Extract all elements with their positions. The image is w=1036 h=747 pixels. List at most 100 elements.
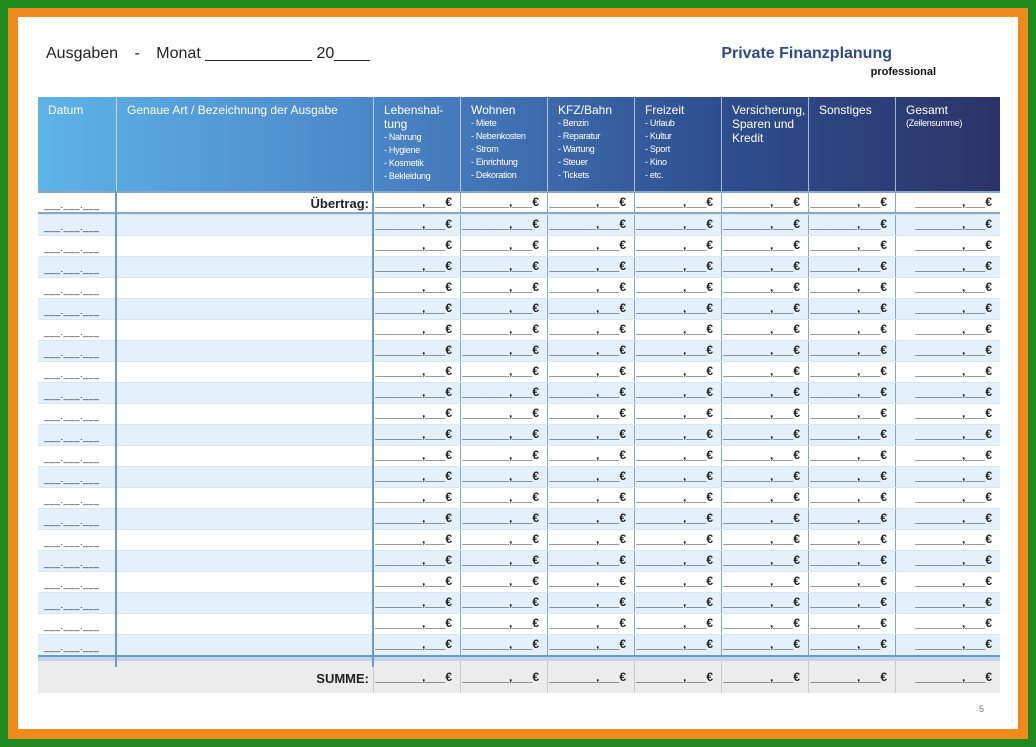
amount-field[interactable]: _______,___€ (547, 341, 634, 361)
amount-field[interactable]: _______,___€ (721, 530, 808, 550)
amount-field[interactable]: _______,___€ (460, 257, 547, 277)
amount-field[interactable]: _______,___€ (721, 278, 808, 298)
amount-field[interactable]: _______,___€ (547, 530, 634, 550)
amount-field[interactable]: _______,___€ (634, 551, 721, 571)
amount-field[interactable]: _______,___€ (460, 299, 547, 319)
amount-field[interactable]: _______,___€ (547, 661, 634, 693)
date-field[interactable]: ___.___.___ (44, 558, 100, 568)
amount-field[interactable]: _______,___€ (547, 551, 634, 571)
amount-field[interactable]: _______,___€ (373, 299, 460, 319)
amount-field[interactable]: _______,___€ (460, 383, 547, 403)
amount-field[interactable]: _______,___€ (373, 635, 460, 655)
amount-field[interactable]: _______,___€ (460, 404, 547, 424)
amount-field[interactable]: _______,___€ (460, 661, 547, 693)
amount-field[interactable]: _______,___€ (808, 278, 895, 298)
amount-field[interactable]: _______,___€ (895, 509, 1000, 529)
amount-field[interactable]: _______,___€ (547, 488, 634, 508)
amount-field[interactable]: _______,___€ (808, 551, 895, 571)
amount-field[interactable]: _______,___€ (721, 383, 808, 403)
amount-field[interactable]: _______,___€ (373, 320, 460, 340)
amount-field[interactable]: _______,___€ (721, 320, 808, 340)
amount-field[interactable]: _______,___€ (895, 467, 1000, 487)
description-field[interactable] (116, 404, 373, 424)
description-field[interactable] (116, 383, 373, 403)
amount-field[interactable]: _______,___€ (895, 299, 1000, 319)
amount-field[interactable]: _______,___€ (547, 236, 634, 256)
amount-field[interactable]: _______,___€ (547, 320, 634, 340)
amount-field[interactable]: _______,___€ (895, 193, 1000, 212)
amount-field[interactable]: _______,___€ (547, 278, 634, 298)
date-field[interactable]: ___.___.___ (44, 600, 100, 610)
amount-field[interactable]: _______,___€ (721, 661, 808, 693)
description-field[interactable] (116, 488, 373, 508)
amount-field[interactable]: _______,___€ (895, 614, 1000, 634)
amount-field[interactable]: _______,___€ (547, 299, 634, 319)
date-field[interactable]: ___.___.___ (44, 390, 100, 400)
amount-field[interactable]: _______,___€ (808, 530, 895, 550)
date-field[interactable]: ___.___.___ (44, 222, 100, 232)
amount-field[interactable]: _______,___€ (373, 362, 460, 382)
amount-field[interactable]: _______,___€ (460, 320, 547, 340)
amount-field[interactable]: _______,___€ (460, 362, 547, 382)
amount-field[interactable]: _______,___€ (721, 404, 808, 424)
amount-field[interactable]: _______,___€ (634, 257, 721, 277)
amount-field[interactable]: _______,___€ (460, 425, 547, 445)
date-field[interactable]: ___.___.___ (44, 495, 100, 505)
date-field[interactable]: ___.___.___ (44, 474, 100, 484)
amount-field[interactable]: _______,___€ (634, 488, 721, 508)
amount-field[interactable]: _______,___€ (373, 488, 460, 508)
amount-field[interactable]: _______,___€ (721, 362, 808, 382)
amount-field[interactable]: _______,___€ (808, 215, 895, 235)
amount-field[interactable]: _______,___€ (634, 320, 721, 340)
date-field[interactable]: ___.___.___ (44, 243, 100, 253)
amount-field[interactable]: _______,___€ (721, 446, 808, 466)
date-field[interactable]: ___.___.___ (44, 432, 100, 442)
amount-field[interactable]: _______,___€ (808, 635, 895, 655)
amount-field[interactable]: _______,___€ (721, 299, 808, 319)
amount-field[interactable]: _______,___€ (634, 299, 721, 319)
amount-field[interactable]: _______,___€ (460, 278, 547, 298)
date-field[interactable]: ___.___.___ (44, 642, 100, 652)
amount-field[interactable]: _______,___€ (547, 593, 634, 613)
amount-field[interactable]: _______,___€ (460, 446, 547, 466)
amount-field[interactable]: _______,___€ (808, 383, 895, 403)
amount-field[interactable]: _______,___€ (721, 593, 808, 613)
amount-field[interactable]: _______,___€ (373, 425, 460, 445)
date-field[interactable]: ___.___.___ (44, 537, 100, 547)
amount-field[interactable]: _______,___€ (460, 509, 547, 529)
amount-field[interactable]: _______,___€ (721, 193, 808, 212)
amount-field[interactable]: _______,___€ (721, 341, 808, 361)
amount-field[interactable]: _______,___€ (373, 341, 460, 361)
amount-field[interactable]: _______,___€ (547, 614, 634, 634)
description-field[interactable] (116, 446, 373, 466)
amount-field[interactable]: _______,___€ (634, 236, 721, 256)
amount-field[interactable]: _______,___€ (895, 404, 1000, 424)
date-field[interactable]: ___.___.___ (44, 579, 100, 589)
amount-field[interactable]: _______,___€ (460, 341, 547, 361)
amount-field[interactable]: _______,___€ (895, 572, 1000, 592)
amount-field[interactable]: _______,___€ (808, 572, 895, 592)
amount-field[interactable]: _______,___€ (721, 425, 808, 445)
amount-field[interactable]: _______,___€ (373, 572, 460, 592)
amount-field[interactable]: _______,___€ (895, 425, 1000, 445)
description-field[interactable] (116, 593, 373, 613)
amount-field[interactable]: _______,___€ (547, 193, 634, 212)
description-field[interactable] (116, 278, 373, 298)
amount-field[interactable]: _______,___€ (634, 341, 721, 361)
amount-field[interactable]: _______,___€ (373, 236, 460, 256)
amount-field[interactable]: _______,___€ (895, 362, 1000, 382)
amount-field[interactable]: _______,___€ (634, 446, 721, 466)
amount-field[interactable]: _______,___€ (547, 215, 634, 235)
amount-field[interactable]: _______,___€ (460, 635, 547, 655)
description-field[interactable] (116, 635, 373, 655)
amount-field[interactable]: _______,___€ (808, 425, 895, 445)
description-field[interactable] (116, 572, 373, 592)
amount-field[interactable]: _______,___€ (895, 278, 1000, 298)
amount-field[interactable]: _______,___€ (634, 404, 721, 424)
amount-field[interactable]: _______,___€ (808, 446, 895, 466)
amount-field[interactable]: _______,___€ (634, 383, 721, 403)
amount-field[interactable]: _______,___€ (634, 530, 721, 550)
amount-field[interactable]: _______,___€ (460, 614, 547, 634)
amount-field[interactable]: _______,___€ (721, 572, 808, 592)
amount-field[interactable]: _______,___€ (895, 383, 1000, 403)
